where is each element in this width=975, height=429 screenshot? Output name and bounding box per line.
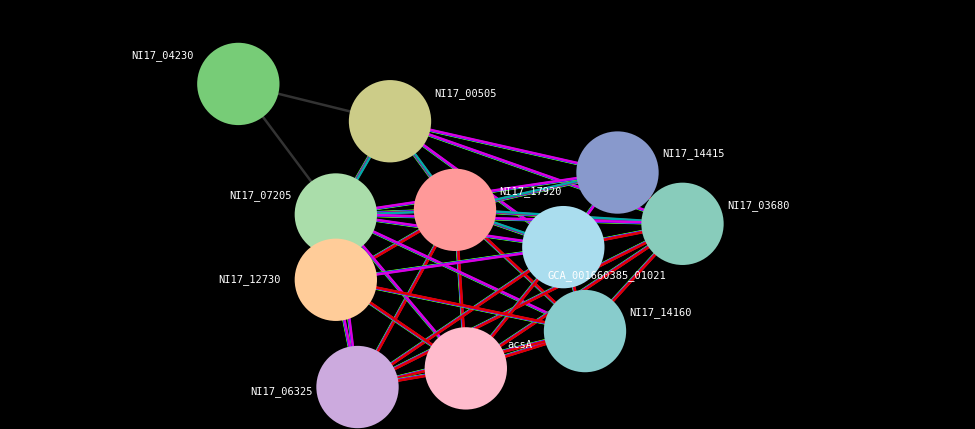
Text: NI17_04230: NI17_04230 — [132, 51, 194, 61]
Ellipse shape — [197, 43, 280, 125]
Ellipse shape — [294, 239, 377, 321]
Ellipse shape — [642, 183, 723, 265]
Ellipse shape — [544, 290, 626, 372]
Ellipse shape — [316, 346, 399, 428]
Ellipse shape — [523, 206, 604, 288]
Ellipse shape — [349, 80, 431, 163]
Ellipse shape — [425, 327, 507, 410]
Ellipse shape — [294, 173, 377, 256]
Text: GCA_001660385_01021: GCA_001660385_01021 — [547, 270, 666, 281]
Text: NI17_14160: NI17_14160 — [630, 307, 692, 318]
Text: NI17_07205: NI17_07205 — [229, 190, 292, 201]
Text: NI17_12730: NI17_12730 — [218, 274, 281, 285]
Ellipse shape — [413, 169, 496, 251]
Text: NI17_14415: NI17_14415 — [662, 148, 724, 159]
Text: NI17_03680: NI17_03680 — [727, 200, 790, 211]
Text: acsA: acsA — [508, 340, 532, 350]
Text: NI17_06325: NI17_06325 — [251, 386, 313, 397]
Text: NI17_00505: NI17_00505 — [435, 88, 497, 99]
Ellipse shape — [576, 131, 659, 214]
Text: NI17_17920: NI17_17920 — [499, 186, 562, 196]
